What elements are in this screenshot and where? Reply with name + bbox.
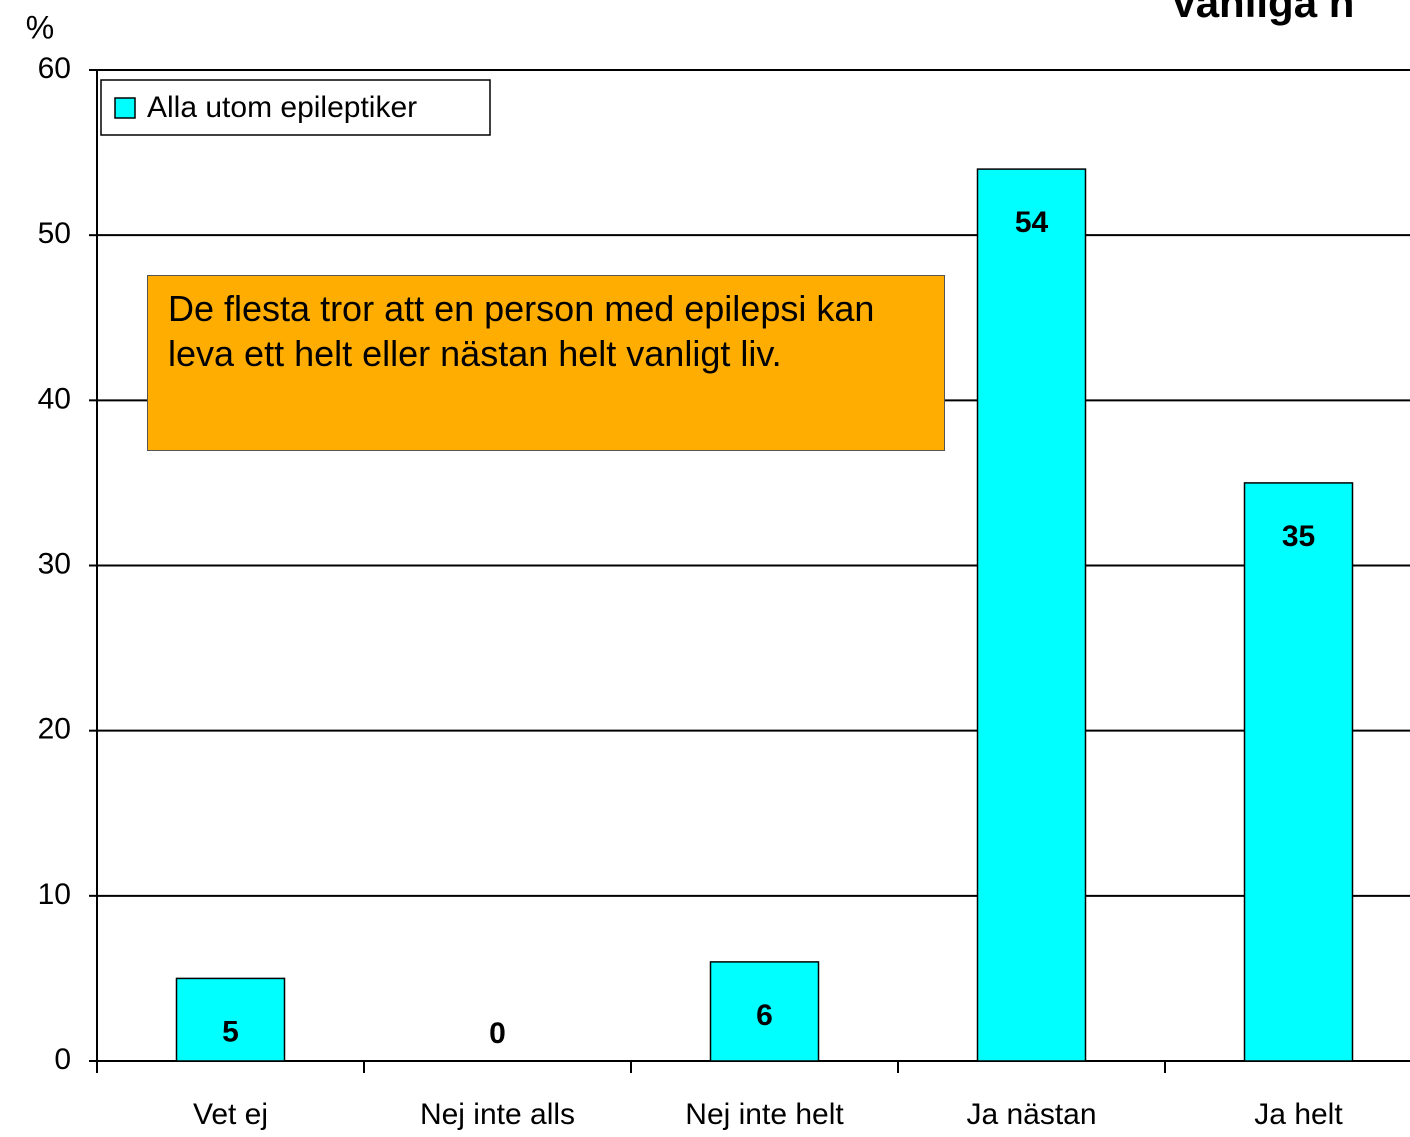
bar <box>175 977 286 1062</box>
x-tick-label: Nej inte alls <box>420 1098 575 1131</box>
y-tick-label: 30 <box>38 547 71 580</box>
y-tick-label: 0 <box>54 1043 71 1076</box>
y-axis-label: % <box>26 9 54 45</box>
bar <box>976 168 1087 1062</box>
y-tick-label: 20 <box>38 713 71 746</box>
y-tick-label: 50 <box>38 217 71 250</box>
legend-label: Alla utom epileptiker <box>147 91 417 124</box>
x-tick-label: Vet ej <box>193 1098 268 1131</box>
data-label: 0 <box>489 1017 506 1050</box>
chart-title: Vanliga n <box>1170 0 1354 26</box>
data-label: 5 <box>222 1015 239 1048</box>
x-tick-label: Ja nästan <box>966 1098 1096 1131</box>
data-label: 54 <box>1015 206 1049 239</box>
bar <box>709 961 820 1062</box>
annotation: De flesta tror att en person med epileps… <box>147 275 945 451</box>
y-tick-label: 10 <box>38 878 71 911</box>
x-tick-label: Ja helt <box>1254 1098 1343 1131</box>
data-label: 6 <box>756 999 773 1032</box>
x-tick-label: Nej inte helt <box>685 1098 844 1131</box>
bar <box>1243 482 1354 1062</box>
legend-swatch <box>114 97 136 119</box>
legend-box <box>100 79 491 136</box>
data-label: 35 <box>1282 520 1315 553</box>
y-tick-label: 60 <box>38 52 71 85</box>
y-tick-label: 40 <box>38 382 71 415</box>
